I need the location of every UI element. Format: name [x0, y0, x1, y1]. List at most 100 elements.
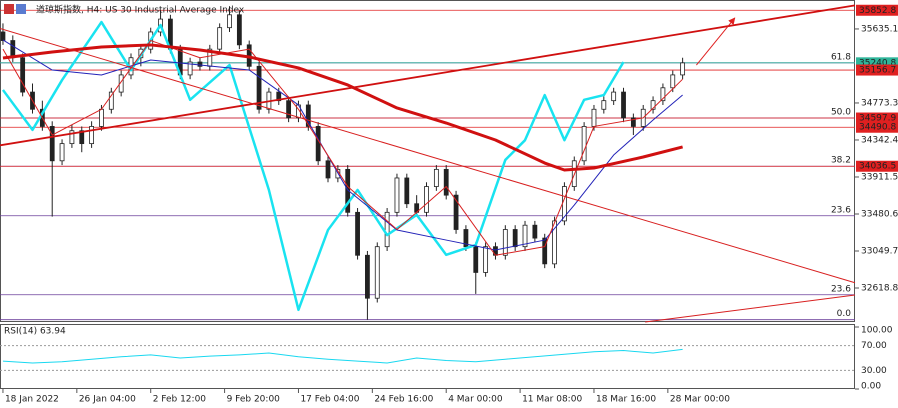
y-tick-label: 33049.7: [861, 246, 898, 256]
candle-body: [89, 126, 95, 145]
candle-body: [670, 74, 676, 89]
trendline: [696, 17, 736, 66]
x-tick-label: 24 Feb 16:00: [374, 395, 433, 405]
candle-body: [453, 194, 459, 230]
x-tick-label: 11 Mar 08:00: [522, 395, 582, 405]
x-tick-label: 26 Jan 04:00: [79, 395, 136, 405]
candle-body: [20, 57, 26, 93]
fib-label: 50.0: [831, 108, 851, 118]
candle-body: [99, 108, 104, 127]
rsi-label: RSI(14) 63.94: [4, 327, 66, 337]
candle-body: [276, 91, 282, 102]
level-box: [856, 121, 898, 133]
candle-body: [374, 246, 380, 299]
plot: 35635.1 34773.3 34342.4 33911.5 33480.6 33049…: [0, 4, 898, 405]
candle-body: [256, 65, 262, 110]
candle-body: [286, 100, 292, 119]
icon: [4, 4, 14, 14]
y-tick-label: 34342.4: [861, 135, 898, 145]
y-tick-label: 33480.6: [861, 209, 898, 219]
plot-frame: [0, 0, 855, 322]
level-label: 35240.8: [859, 58, 896, 68]
fib-label: 61.8: [831, 52, 851, 62]
trendline: [645, 294, 856, 323]
candle-body: [217, 27, 223, 50]
fib-label: 0.0: [837, 309, 852, 319]
level-box: [856, 160, 898, 172]
candle-body: [621, 91, 626, 119]
candle-body: [365, 254, 370, 299]
chart-title: 道琼斯指数, H4: US 30 Industrial Average Inde…: [36, 4, 245, 16]
candle-body: [345, 168, 351, 213]
x-tick-label: 28 Mar 00:00: [670, 395, 730, 405]
candle-body: [384, 211, 390, 248]
candle-body: [236, 14, 242, 46]
candle-body: [404, 177, 410, 205]
candle-body: [59, 143, 65, 162]
candle-body: [197, 61, 203, 67]
y-tick-label: 32618.8: [861, 284, 898, 294]
candle-body: [601, 100, 607, 110]
candle-body: [424, 186, 429, 213]
candle-body: [463, 229, 469, 248]
candle-body: [394, 177, 400, 213]
candle-body: [532, 224, 538, 239]
candle-body: [79, 130, 85, 145]
candle-body: [522, 224, 528, 248]
candle-body: [502, 229, 508, 256]
level-label: 34036.5: [859, 162, 896, 172]
level-box: [856, 112, 898, 124]
candle-body: [118, 74, 124, 93]
fib-label: 23.6: [831, 284, 851, 294]
x-tick-label: 2 Feb 12:00: [153, 395, 207, 405]
candle-body: [187, 61, 193, 76]
candle-body: [433, 168, 439, 187]
candle-body: [443, 168, 449, 196]
indicator-line: [1, 20, 625, 312]
level-box: [856, 57, 898, 69]
candle-body: [315, 126, 321, 162]
level-box: [856, 64, 898, 76]
candle-body: [355, 211, 360, 256]
candle-body: [680, 62, 686, 76]
level-label: 34490.8: [859, 123, 896, 133]
candle-body: [69, 130, 75, 145]
candle-body: [473, 246, 479, 273]
indicator-line: [2, 40, 683, 256]
candle-body: [581, 126, 587, 162]
x-tick-label: 18 Jan 2022: [5, 395, 59, 405]
y-tick-label: 34773.3: [861, 98, 898, 108]
candle-body: [325, 160, 331, 179]
level-box: [856, 4, 898, 16]
candle-body: [591, 108, 597, 127]
candle-body: [542, 237, 548, 265]
rsi-tick-label: 0.00: [861, 382, 881, 392]
candle-body: [611, 91, 617, 102]
trendline: [0, 28, 856, 284]
candle-body: [108, 91, 114, 110]
indicator-line: [2, 43, 683, 172]
fib-label: 38.2: [831, 156, 851, 166]
rsi-tick-label: 30.00: [861, 366, 887, 376]
rsi-tick-label: 100.00: [861, 326, 893, 336]
candle-body: [512, 229, 518, 248]
x-tick-label: 18 Mar 16:00: [596, 395, 656, 405]
level-label: 35852.8: [859, 6, 896, 16]
candle-body: [650, 100, 656, 110]
candle-body: [227, 14, 232, 29]
candle-body: [49, 126, 55, 162]
candle-body: [552, 220, 557, 265]
candle-body: [0, 31, 6, 41]
level-label: 34597.9: [859, 114, 896, 124]
x-tick-label: 9 Feb 20:00: [227, 395, 281, 405]
candle-body: [305, 104, 311, 127]
x-tick-label: 17 Feb 04:00: [300, 395, 359, 405]
y-tick-label: 35635.1: [861, 24, 898, 34]
candle-body: [483, 246, 489, 273]
candle-body: [660, 87, 666, 102]
icon: [16, 4, 26, 14]
x-tick-label: 4 Mar 00:00: [448, 395, 503, 405]
rsi-tick-label: 70.00: [861, 341, 887, 351]
level-label: 35156.7: [859, 66, 896, 76]
